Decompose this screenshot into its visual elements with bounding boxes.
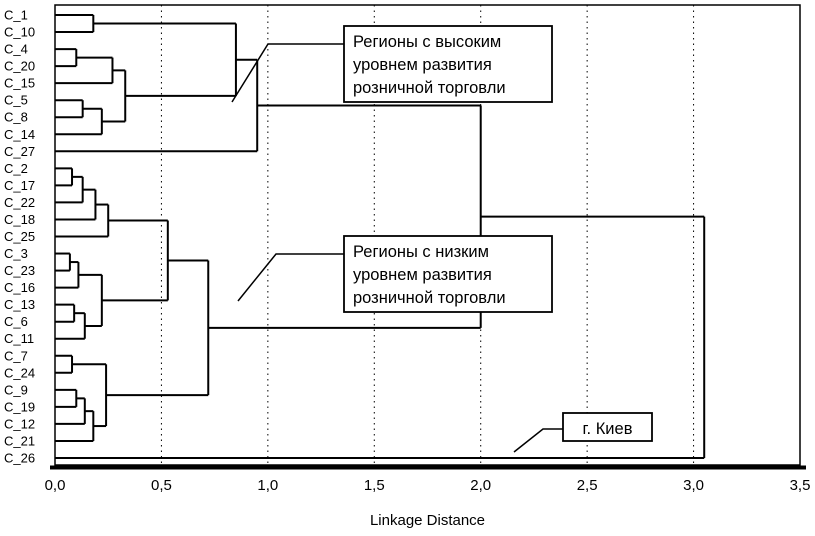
leaf-label: C_13 [4, 297, 35, 312]
x-axis-title: Linkage Distance [370, 512, 485, 529]
x-tick-label: 3,0 [683, 477, 704, 494]
leaf-label: C_6 [4, 314, 28, 329]
leaf-label: C_14 [4, 127, 35, 142]
high-cluster-label-leader [231, 43, 344, 103]
leaf-label: C_16 [4, 280, 35, 295]
plot-border [54, 4, 801, 466]
leaf-label: C_15 [4, 76, 35, 91]
leaf-label: C_18 [4, 212, 35, 227]
high-cluster-label-text: розничной торговли [353, 79, 506, 97]
x-tick-label: 0,5 [151, 477, 172, 494]
kyiv-label-text: г. Киев [583, 420, 633, 438]
x-tick-label: 0,0 [45, 477, 66, 494]
leaf-label: C_22 [4, 195, 35, 210]
leaf-label: C_8 [4, 110, 28, 125]
leaf-label: C_17 [4, 178, 35, 193]
kyiv-label-box [562, 412, 653, 442]
x-tick-label: 3,5 [790, 477, 811, 494]
kyiv-label-leader [513, 428, 563, 453]
low-cluster-label-leader [237, 253, 344, 302]
leaf-label: C_12 [4, 416, 35, 431]
leaf-label: C_2 [4, 161, 28, 176]
leaf-label: C_3 [4, 246, 28, 261]
leaf-label: C_11 [4, 331, 34, 346]
leaf-label: C_1 [4, 8, 28, 23]
leaf-label: C_24 [4, 365, 35, 380]
low-cluster-label-text: уровнем развития [353, 266, 492, 284]
low-cluster-label-box [343, 235, 553, 313]
low-cluster-label-text: Регионы с низким [353, 243, 489, 261]
leaf-label: C_4 [4, 42, 28, 57]
leaf-label: C_10 [4, 25, 35, 40]
x-tick-label: 1,0 [257, 477, 278, 494]
leaf-label: C_7 [4, 348, 28, 363]
leaf-label: C_26 [4, 451, 35, 466]
leaf-label: C_25 [4, 229, 35, 244]
leaf-label: C_23 [4, 263, 35, 278]
low-cluster-label-text: розничной торговли [353, 289, 506, 307]
x-tick-label: 2,0 [470, 477, 491, 494]
high-cluster-label-text: уровнем развития [353, 56, 492, 74]
high-cluster-label-box [343, 25, 553, 103]
leaf-label: C_9 [4, 382, 28, 397]
leaf-label: C_19 [4, 399, 35, 414]
leaf-label: C_5 [4, 93, 28, 108]
leaf-label: C_21 [4, 433, 35, 448]
leaf-label: C_20 [4, 59, 35, 74]
high-cluster-label-text: Регионы с высоким [353, 33, 501, 51]
x-tick-label: 2,5 [577, 477, 598, 494]
leaf-label: C_27 [4, 144, 35, 159]
x-tick-label: 1,5 [364, 477, 385, 494]
